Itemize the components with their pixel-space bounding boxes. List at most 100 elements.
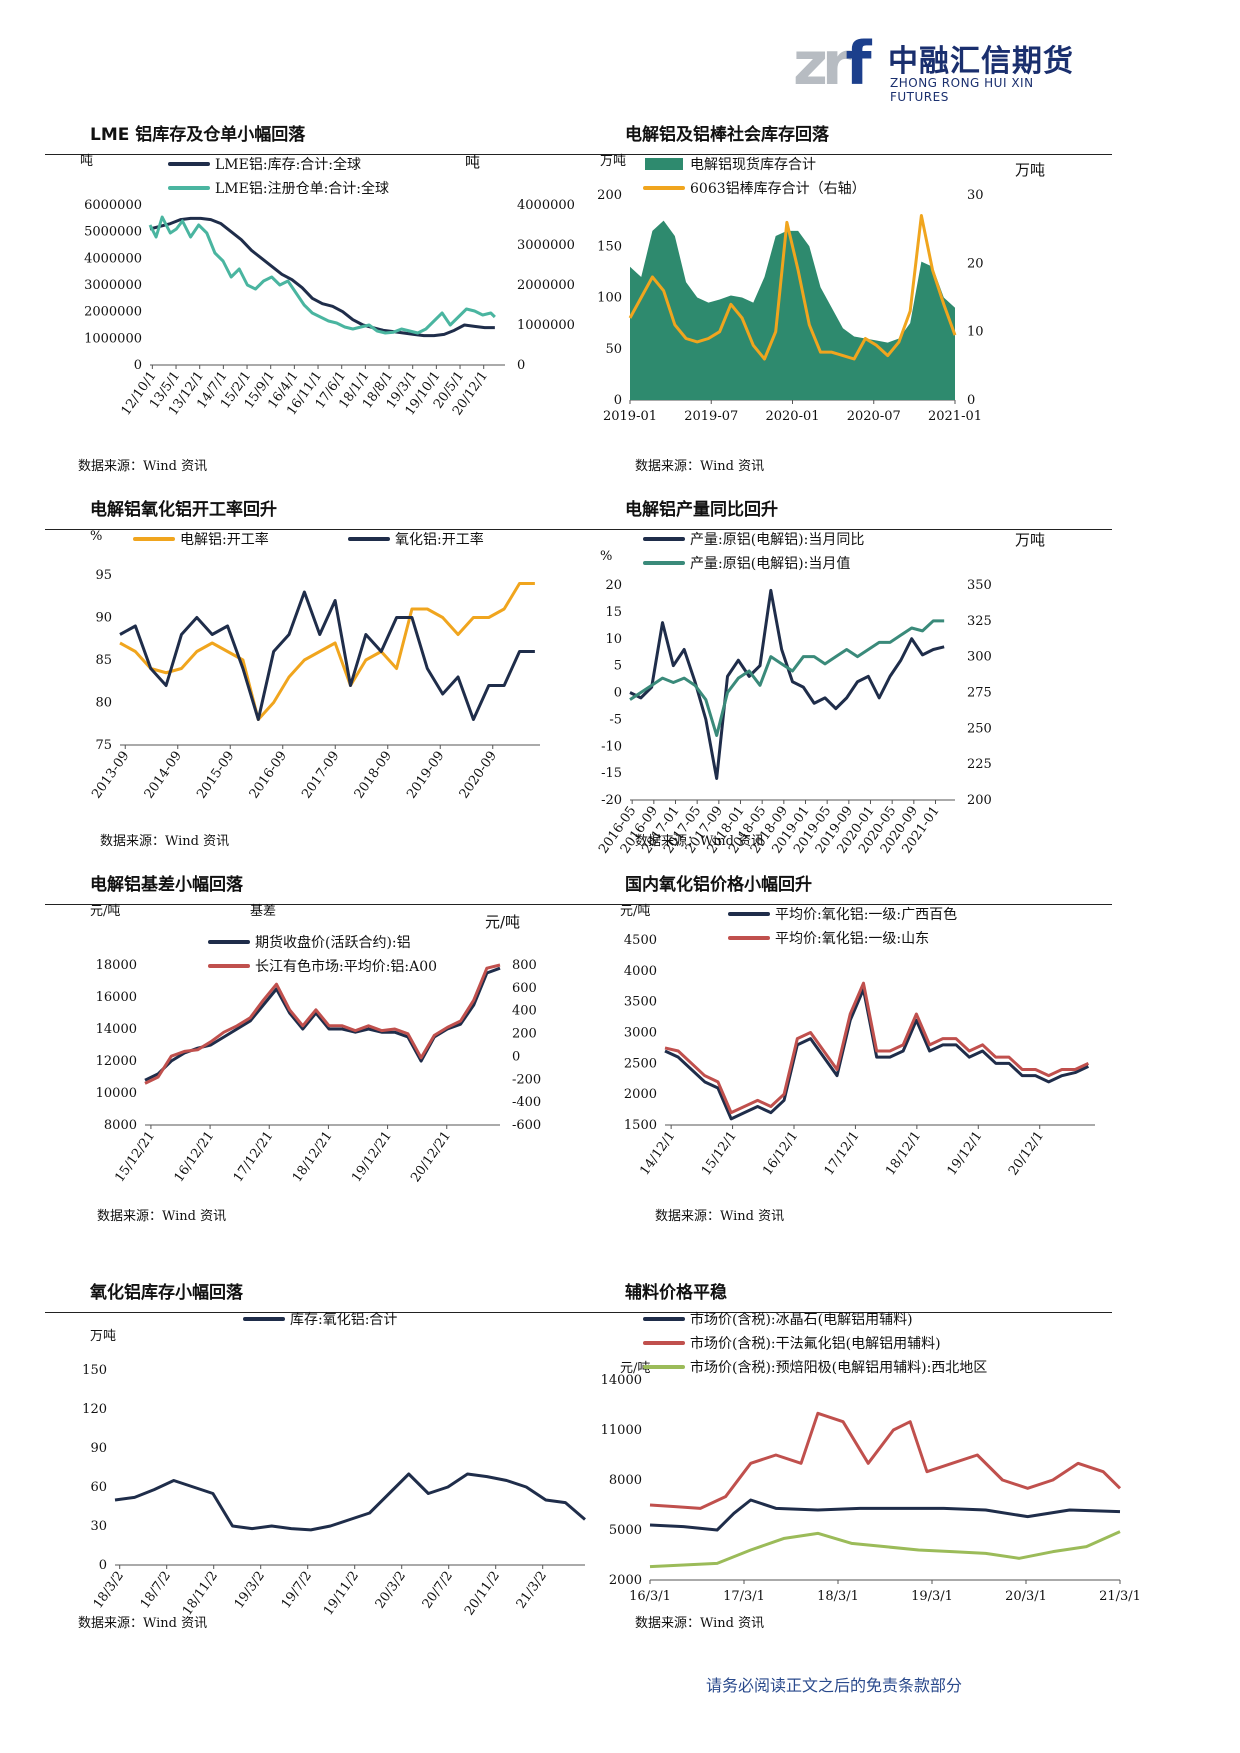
- y-tick-label-left: 16000: [96, 990, 137, 1005]
- x-tick-label: 18/3/1: [817, 1589, 859, 1604]
- legend-label: 平均价:氧化铝:一级:山东: [775, 931, 929, 947]
- x-tick-label: 2020-01: [765, 409, 819, 424]
- x-tick-label: 2014-09: [142, 749, 185, 802]
- y-tick-label-left: 0: [134, 358, 142, 373]
- y-tick-label-right: 250: [967, 721, 992, 736]
- chart-alumina-inventory: 150 120 90 60 30 0 18/3/2 18/7/2 18/11/2 19/3/2 19…: [60, 1312, 586, 1618]
- x-tick-label: 18/12/21: [290, 1129, 336, 1185]
- section-title-alumina-price: 国内氧化铝价格小幅回升: [625, 875, 812, 895]
- data-source: 数据来源：Wind 资讯: [78, 1616, 208, 1631]
- legend-label: 市场价(含税):干法氟化铝(电解铝用辅料): [690, 1335, 941, 1352]
- logo-chinese-name: 中融汇信期货: [888, 44, 1074, 79]
- y-tick-label-left: -20: [601, 793, 622, 808]
- x-tick-label: 18/7/2: [138, 1569, 174, 1612]
- y-tick-label-right: 0: [967, 393, 975, 408]
- y-tick-label-left: 4500: [624, 933, 657, 948]
- series-line: [649, 1411, 1122, 1510]
- y-axis-unit-right: 元/吨: [485, 913, 520, 931]
- legend-label: 6063铝棒库存合计（右轴）: [690, 181, 866, 197]
- chart-lme-inventory: 6000000 5000000 4000000 3000000 2000000 10000…: [60, 153, 575, 450]
- x-tick-label: 15/12/1: [699, 1129, 740, 1179]
- x-tick-label: 2020-07: [847, 409, 901, 424]
- y-tick-label-right: 3000000: [517, 238, 575, 253]
- series-line: [119, 590, 535, 721]
- x-tick-label: 2017-09: [299, 749, 342, 802]
- series-line: [629, 588, 945, 780]
- y-tick-label-left: 2000000: [84, 305, 142, 320]
- y-tick-label-left: 2000: [609, 1573, 642, 1588]
- y-tick-label-right: 200: [967, 793, 992, 808]
- section-title-basis: 电解铝基差小幅回落: [90, 875, 243, 895]
- y-tick-label-left: 95: [95, 568, 112, 583]
- legend-label: 平均价:氧化铝:一级:广西百色: [775, 906, 957, 923]
- y-tick-label-right: -600: [512, 1118, 541, 1133]
- y-tick-label-left: -10: [601, 739, 622, 754]
- x-tick-label: 2021-01: [928, 409, 982, 424]
- y-tick-label-left: 4000: [624, 964, 657, 979]
- series-area: [630, 220, 955, 400]
- series-line: [144, 963, 501, 1085]
- series-line: [148, 215, 496, 335]
- x-tick-label: 19/7/2: [279, 1569, 315, 1612]
- y-axis-unit-right: 万吨: [1015, 531, 1045, 549]
- y-tick-label-right: 200: [512, 1027, 537, 1042]
- y-tick-label-left: 14000: [96, 1022, 137, 1037]
- section-title-lme: LME 铝库存及仓单小幅回落: [90, 125, 306, 145]
- x-tick-label: 18/3/2: [91, 1569, 127, 1612]
- x-tick-label: 16/12/21: [172, 1129, 218, 1185]
- x-tick-label: 21/3/1: [1099, 1589, 1141, 1604]
- y-axis-unit-right: 万吨: [1015, 161, 1045, 179]
- y-tick-label-left: 30: [90, 1519, 107, 1534]
- legend-label: 库存:氧化铝:合计: [290, 1312, 397, 1328]
- series-line: [649, 1530, 1121, 1569]
- y-tick-label-left: 5000000: [84, 225, 142, 240]
- y-tick-label-right: 0: [517, 358, 525, 373]
- y-tick-label-left: 1500: [624, 1118, 657, 1133]
- y-axis-unit-left: 吨: [80, 154, 93, 169]
- x-tick-label: 2019-01: [603, 409, 657, 424]
- y-tick-label-left: 75: [95, 738, 112, 753]
- x-tick-label: 20/7/2: [420, 1569, 456, 1612]
- series-line: [114, 1472, 586, 1532]
- x-tick-label: 2015-09: [194, 749, 237, 802]
- data-source: 数据来源：Wind 资讯: [635, 1616, 765, 1631]
- y-tick-label-left: 3000: [624, 1026, 657, 1041]
- x-tick-label: 14/12/1: [637, 1129, 678, 1179]
- chart-operating-rate: 95 90 85 80 75 2013-09 2014-09 2015-09 2016-09 20…: [70, 529, 550, 825]
- x-tick-label: 19/12/21: [349, 1129, 395, 1185]
- y-tick-label-left: 18000: [96, 958, 137, 973]
- chart-basis: 18000 16000 14000 12000 10000 8000 800 600 400 20…: [70, 904, 550, 1200]
- y-tick-label-right: 10: [967, 325, 984, 340]
- y-tick-label-right: 300: [967, 650, 992, 665]
- legend-label: 电解铝:开工率: [180, 531, 269, 548]
- series-line: [649, 1498, 1121, 1532]
- series-line: [628, 214, 957, 361]
- y-tick-label-right: 600: [512, 981, 537, 996]
- series-line: [119, 582, 535, 721]
- series-line: [664, 987, 1090, 1121]
- data-source: 数据来源：Wind 资讯: [100, 834, 230, 849]
- y-tick-label-left: 50: [605, 342, 622, 357]
- section-title-operating-rate: 电解铝氧化铝开工率回升: [90, 500, 277, 520]
- divider: [45, 1312, 1112, 1313]
- y-tick-label-right: 4000000: [517, 198, 575, 213]
- legend-label: 产量:原铝(电解铝):当月同比: [690, 532, 864, 548]
- x-tick-label: 2013-09: [89, 749, 132, 802]
- x-tick-label: 19/3/1: [911, 1589, 953, 1604]
- legend-swatch: [645, 158, 683, 170]
- y-tick-label-left: 3500: [624, 995, 657, 1010]
- y-axis-unit-left: %: [90, 529, 102, 544]
- series-line: [629, 619, 945, 737]
- legend-label: 氧化铝:开工率: [395, 531, 484, 548]
- logo-mark: zrf: [793, 29, 872, 99]
- chart-auxiliary-price: 14000 11000 8000 5000 2000 16/3/1 17/3/1 18/3/1…: [600, 1311, 1141, 1610]
- x-tick-label: 17/12/21: [231, 1129, 277, 1185]
- y-tick-label-right: 350: [967, 578, 992, 593]
- y-tick-label-left: 90: [90, 1441, 107, 1456]
- footer-disclaimer: 请务必阅读正文之后的免责条款部分: [706, 1676, 963, 1695]
- section-title-auxiliary: 辅料价格平稳: [625, 1283, 727, 1303]
- x-tick-label: 17/12/1: [822, 1129, 863, 1179]
- y-tick-label-left: 1000000: [84, 331, 142, 346]
- x-tick-label: 20/12/21: [408, 1129, 454, 1185]
- x-tick-label: 16/3/1: [629, 1589, 671, 1604]
